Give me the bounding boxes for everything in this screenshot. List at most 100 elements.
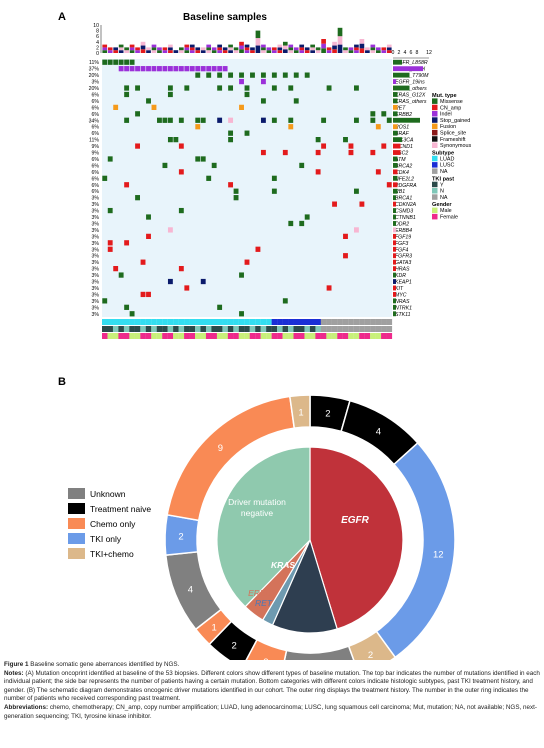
side-axis-tick: 4 — [404, 50, 407, 56]
panel-a-legend: Mut. typeMissenseCN_ampIndelStop_gainedF… — [432, 93, 471, 221]
gene-label: BRCA1 — [395, 196, 412, 202]
top-bar-segment — [337, 27, 343, 37]
treatment-swatch — [68, 488, 85, 499]
top-bar-segment — [365, 47, 370, 51]
percent-label: 3% — [92, 80, 100, 86]
top-axis-tick: 6 — [96, 34, 99, 40]
tki-cell — [162, 326, 168, 332]
top-bar-segment — [189, 44, 195, 48]
mutation-cell — [200, 278, 206, 285]
gender-cell — [178, 333, 185, 339]
top-bar-segment — [129, 47, 135, 51]
top-bar-segment — [375, 50, 381, 53]
percent-label: 3% — [92, 247, 100, 253]
pie-label-kras: KRAS — [271, 560, 295, 570]
subtype-cell — [200, 319, 207, 325]
percent-label: 3% — [92, 254, 100, 260]
top-bar-segment — [233, 47, 239, 51]
percent-label: 6% — [92, 189, 100, 195]
ring-value: 2 — [263, 657, 268, 660]
mutation-cell — [288, 85, 294, 91]
mutation-cell — [195, 124, 201, 130]
top-bar-segment — [288, 44, 294, 48]
top-bar-segment — [162, 50, 168, 53]
tki-cell — [353, 326, 360, 332]
subtype-cell — [134, 319, 141, 325]
mutation-cell — [102, 298, 108, 304]
percent-label: 3% — [92, 312, 100, 318]
mut-type-swatch — [432, 129, 438, 136]
subtype-cell — [293, 319, 300, 325]
caption-notes: (A) Mutation oncoprint identified at bas… — [4, 669, 540, 703]
pie-label-ret: RET — [255, 598, 273, 608]
top-bar-segment — [304, 47, 310, 51]
gender-label: Female — [440, 215, 458, 221]
top-bar-segment — [173, 50, 179, 53]
treatment-swatch — [68, 518, 85, 529]
mutation-cell — [151, 66, 157, 72]
gene-label: EGFR_T790M — [395, 73, 429, 79]
tki-cell — [381, 326, 387, 332]
mutation-cell — [129, 311, 135, 317]
side-bar — [393, 214, 396, 220]
ring-value: 1 — [298, 407, 303, 418]
percent-label: 3% — [92, 260, 100, 266]
subtype-cell — [309, 319, 316, 325]
mutation-cell — [255, 246, 261, 252]
mutation-cell — [140, 66, 146, 72]
percent-label: 3% — [92, 228, 100, 234]
mutation-cell — [162, 117, 168, 123]
side-bar — [393, 92, 398, 97]
gender-cell — [200, 333, 207, 339]
percent-label: 9% — [92, 151, 100, 157]
subtype-cell — [118, 319, 124, 325]
mut-type-swatch — [432, 111, 438, 117]
ring-value: 1 — [211, 622, 216, 633]
top-bar-segment — [162, 47, 168, 51]
side-bar — [393, 208, 396, 213]
tki-cell — [118, 326, 124, 332]
gender-cell — [216, 333, 223, 339]
top-bar-segment — [102, 47, 108, 51]
top-bar-segment — [140, 41, 146, 46]
subtype-cell — [364, 319, 371, 325]
subtype-cell — [222, 319, 228, 325]
mutation-cell — [271, 85, 277, 91]
top-bar-segment — [107, 50, 113, 53]
gender-cell — [189, 333, 196, 339]
subtype-cell — [375, 319, 382, 325]
gender-cell — [173, 333, 179, 339]
top-bar-segment — [288, 47, 294, 51]
mutation-cell — [271, 188, 277, 194]
mutation-cell — [124, 182, 130, 188]
subtype-cell — [189, 319, 196, 325]
mutation-cell — [211, 66, 217, 72]
mutation-cell — [113, 266, 119, 272]
top-bar-segment — [332, 45, 337, 50]
mutation-cell — [107, 240, 113, 246]
mutation-cell — [124, 85, 130, 91]
gender-cell — [151, 333, 157, 339]
top-bar-segment — [228, 47, 233, 51]
mutation-cell — [162, 66, 168, 72]
tki-swatch — [432, 194, 438, 200]
mutation-cell — [228, 117, 234, 123]
gender-cell — [195, 333, 201, 339]
treatment-label: Chemo only — [90, 519, 136, 529]
mutation-cell — [293, 98, 299, 104]
percent-label: 11% — [89, 60, 99, 66]
ring-segment — [288, 394, 311, 429]
top-bar-segment — [157, 47, 162, 51]
side-bar — [393, 111, 398, 117]
top-bar-segment — [206, 44, 212, 48]
top-bar-segment — [315, 50, 321, 53]
top-bar-segment — [200, 50, 206, 53]
gender-cell — [167, 333, 174, 339]
gender-cell — [107, 333, 114, 339]
caption-abbr: chemo, chemotherapy; CN_amp, copy number… — [4, 703, 538, 720]
mutation-cell — [178, 266, 184, 272]
gene-label: CSMD3 — [395, 209, 413, 215]
top-bar-segment — [348, 47, 354, 51]
mutation-cell — [233, 195, 239, 201]
tki-cell — [255, 326, 261, 332]
